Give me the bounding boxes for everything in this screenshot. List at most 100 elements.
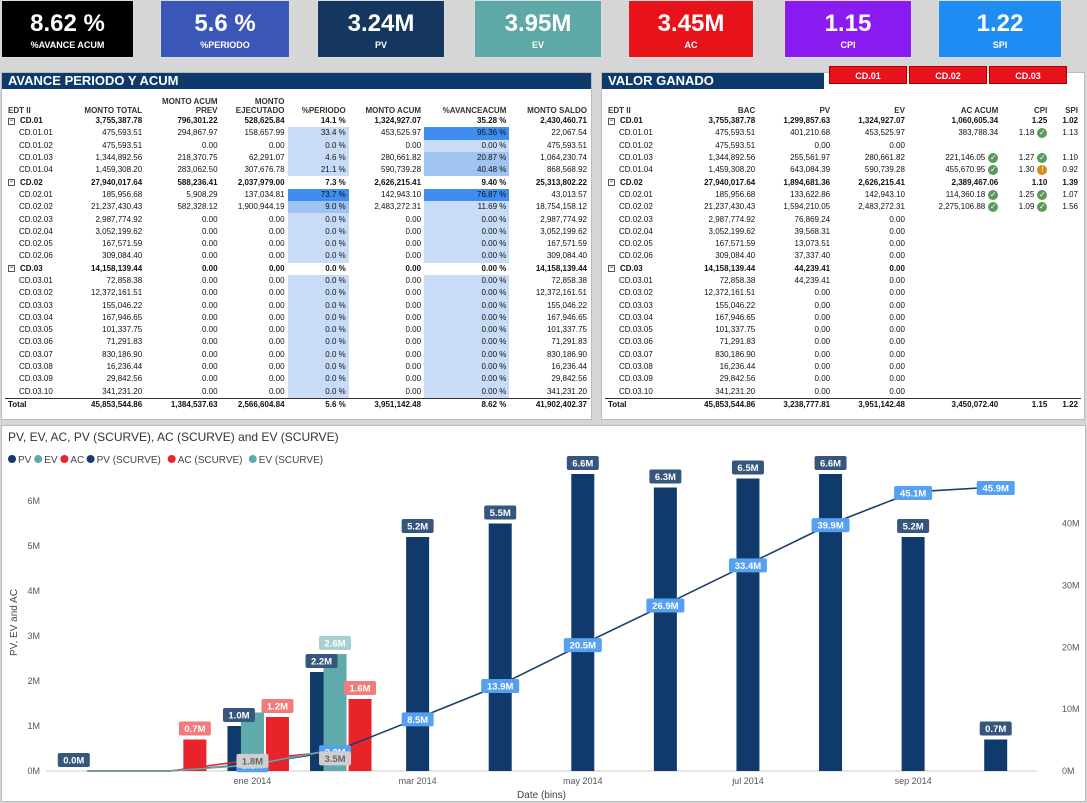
- column-header[interactable]: PV: [819, 106, 831, 115]
- column-header[interactable]: %AVANCEACUM: [442, 106, 507, 115]
- table-cell: 155,046.22: [715, 300, 756, 310]
- column-header[interactable]: BAC: [737, 106, 756, 115]
- pv-data-label-bg: [305, 654, 338, 668]
- column-header[interactable]: MONTO TOTAL: [84, 106, 143, 115]
- table-row[interactable]: CD.03.07 830,186.90 0.00 0.00: [605, 349, 1081, 361]
- total-cell: 3,951,142.48: [833, 397, 908, 411]
- table-cell: 0.00: [201, 276, 218, 285]
- table-cell: 643,084.39: [790, 165, 831, 175]
- table-row[interactable]: CD.03.01 72,858.38 0.00 0.00 0.0 % 0.00 0.00 %…: [5, 274, 590, 288]
- table-row[interactable]: CD.03.02 12,372,161.51 0.00 0.00: [605, 287, 1081, 299]
- total-cell: 1.22: [1050, 397, 1081, 411]
- table-row[interactable]: CD.02.05 167,571.59 13,073.51 0.00: [605, 238, 1081, 250]
- table-row[interactable]: CD.01.04 1,459,308.20 643,084.39 590,739.28…: [605, 164, 1081, 176]
- table-row[interactable]: CD.02.01 185,956.68 5,908.29 137,034.81 73.7…: [5, 188, 590, 202]
- table-cell: CD.03.08: [619, 362, 653, 372]
- table-row[interactable]: CD.01.04 1,459,308.20 283,062.50 307,676.78…: [5, 164, 590, 177]
- table-row[interactable]: CD.01.03 1,344,892.56 255,561.97 280,661.82…: [605, 152, 1081, 164]
- column-header[interactable]: MONTO SALDO: [527, 106, 587, 115]
- table-row[interactable]: CD.02.06 309,084.40 0.00 0.00 0.0 % 0.00 0.00 …: [5, 250, 590, 263]
- column-header[interactable]: MONTO ACUM: [365, 106, 422, 115]
- table-row[interactable]: CD.02.04 3,052,199.62 0.00 0.00 0.0 % 0.00 0.0…: [5, 225, 590, 238]
- column-header[interactable]: MONTO EJECUTADO: [235, 97, 285, 115]
- table-row[interactable]: CD.03.01 72,858.38 44,239.41 0.00: [605, 275, 1081, 287]
- column-header[interactable]: EV: [894, 106, 905, 115]
- table-cell: 0.00: [405, 276, 422, 285]
- table-row[interactable]: CD.03.04 167,946.65 0.00 0.00: [605, 312, 1081, 324]
- table-cell: 590,739.28: [864, 165, 905, 175]
- table-row[interactable]: CD.03.02 12,372,161.51 0.00 0.00 0.0 % 0.00 0.…: [5, 287, 590, 300]
- column-header[interactable]: EDT II: [608, 106, 631, 115]
- table-row[interactable]: CD.01.02 475,593.51 0.00 0.00 0.0 % 0.00 0.00 …: [5, 139, 590, 152]
- pv-scurve-label-bg: [481, 678, 520, 693]
- table-cell: [908, 140, 1001, 152]
- pv-scurve-label: 33.4M: [735, 561, 761, 572]
- table-cell: [1001, 312, 1050, 324]
- table-cell: 73.7 %: [287, 188, 349, 202]
- collapse-icon[interactable]: −: [8, 179, 15, 187]
- table-row[interactable]: CD.01.02 475,593.51 0.00 0.00: [605, 140, 1081, 152]
- filter-button-cd03[interactable]: CD.03: [989, 66, 1067, 84]
- table-row[interactable]: CD.01.01 475,593.51 401,210.68 453,525.97 38…: [605, 127, 1081, 139]
- table-row[interactable]: CD.03.07 830,186.90 0.00 0.00 0.0 % 0.00 0.00 …: [5, 348, 590, 361]
- table-cell: 830,186.90: [546, 349, 587, 359]
- column-header[interactable]: %PERIODO: [301, 106, 346, 115]
- table-cell: 401,210.68: [790, 128, 831, 138]
- collapse-icon[interactable]: −: [608, 265, 615, 273]
- table-row[interactable]: CD.03.06 71,291.83 0.00 0.00 0.0 % 0.00 0.00 %…: [5, 336, 590, 349]
- kpi-label: %PERIODO: [200, 40, 250, 50]
- filter-button-cd01[interactable]: CD.01: [829, 66, 907, 84]
- table-row[interactable]: CD.03.04 167,946.65 0.00 0.00 0.0 % 0.00 0.00 …: [5, 311, 590, 325]
- table-row[interactable]: CD.02.02 21,237,430.43 1,594,210.05 2,483,2…: [605, 201, 1081, 213]
- table-row[interactable]: CD.02.06 309,084.40 37,337.40 0.00: [605, 250, 1081, 262]
- table-row[interactable]: CD.02.05 167,571.59 0.00 0.00 0.0 % 0.00 0.00 …: [5, 237, 590, 251]
- table-row[interactable]: CD.02.03 2,987,774.92 76,869.24 0.00: [605, 213, 1081, 225]
- collapse-icon[interactable]: −: [8, 265, 15, 273]
- table-row[interactable]: CD.03.08 16,236.44 0.00 0.00 0.0 % 0.00 0.00 %…: [5, 360, 590, 374]
- table-row[interactable]: CD.02.04 3,052,199.62 39,568.31 0.00: [605, 226, 1081, 238]
- table-row[interactable]: CD.03.06 71,291.83 0.00 0.00: [605, 336, 1081, 348]
- collapse-icon[interactable]: −: [608, 117, 615, 125]
- table-row[interactable]: − CD.01 3,755,387.78 796,301.22 528,625.84 14…: [5, 115, 590, 127]
- table-row[interactable]: − CD.02 27,940,017.64 1,894,681.36 2,626,215…: [605, 176, 1081, 188]
- column-header[interactable]: SPI: [1065, 106, 1078, 115]
- collapse-icon[interactable]: −: [8, 117, 15, 125]
- table-row[interactable]: CD.01.01 475,593.51 294,867.97 158,657.99 33…: [5, 127, 590, 140]
- table-row[interactable]: CD.03.05 101,337.75 0.00 0.00: [605, 324, 1081, 336]
- pv-data-label-bg: [897, 519, 930, 533]
- column-header[interactable]: EDT II: [8, 106, 31, 115]
- pv-data-label-bg: [814, 456, 847, 470]
- table-row[interactable]: CD.03.05 101,337.75 0.00 0.00 0.0 % 0.00 0.00 …: [5, 324, 590, 337]
- table-row[interactable]: CD.03.08 16,236.44 0.00 0.00: [605, 361, 1081, 373]
- table-row[interactable]: CD.01.03 1,344,892.56 218,370.75 62,291.07 4…: [5, 151, 590, 165]
- table-row[interactable]: − CD.02 27,940,017.64 588,236.41 2,037,979.0…: [5, 176, 590, 188]
- table-cell: [908, 361, 1001, 373]
- collapse-icon[interactable]: −: [608, 179, 615, 187]
- table-row[interactable]: − CD.03 14,158,139.44 44,239.41 0.00: [605, 263, 1081, 275]
- table-row[interactable]: CD.03.09 29,842.56 0.00 0.00 0.0 % 0.00 0.00 %…: [5, 373, 590, 386]
- table-row[interactable]: CD.02.03 2,987,774.92 0.00 0.00 0.0 % 0.00 0.0…: [5, 213, 590, 226]
- table-row[interactable]: CD.03.03 155,046.22 0.00 0.00 0.0 % 0.00 0.00 …: [5, 299, 590, 312]
- table-cell: 309,084.40: [102, 251, 143, 261]
- table-row[interactable]: CD.02.02 21,237,430.43 582,328.12 1,900,944…: [5, 201, 590, 214]
- table-cell: CD.01.04: [619, 165, 653, 175]
- total-cell: 45,853,544.86: [677, 397, 759, 411]
- table-row[interactable]: − CD.01 3,755,387.78 1,299,857.63 1,324,927.…: [605, 115, 1081, 127]
- table-row[interactable]: CD.03.09 29,842.56 0.00 0.00: [605, 373, 1081, 385]
- table-row[interactable]: CD.02.01 185,956.68 133,622.86 142,943.10 11…: [605, 189, 1081, 201]
- table-cell: 0.00: [201, 325, 218, 335]
- legend-marker: [34, 455, 43, 463]
- column-header[interactable]: AC ACUM: [960, 106, 999, 115]
- column-header[interactable]: MONTO ACUM PREV: [161, 97, 218, 115]
- table-row[interactable]: − CD.03 14,158,139.44 0.00 0.00 0.0 % 0.00 0.00…: [5, 263, 590, 275]
- table-cell: 0.00: [814, 349, 831, 359]
- table-row[interactable]: CD.03.10 341,231.20 0.00 0.00: [605, 386, 1081, 399]
- scurve-chart[interactable]: PV EV AC PV (SCURVE) AC (SCURVE) EV (SCURVE) 0…: [2, 426, 1087, 803]
- filter-button-cd02[interactable]: CD.02: [909, 66, 987, 84]
- pv-data-label: 5.2M: [407, 522, 428, 533]
- column-header[interactable]: CPI: [1033, 106, 1048, 115]
- table-cell: 72,858.38: [719, 276, 756, 285]
- table-row[interactable]: CD.03.03 155,046.22 0.00 0.00: [605, 299, 1081, 311]
- table-row[interactable]: CD.03.10 341,231.20 0.00 0.00 0.0 % 0.00 0.00 …: [5, 385, 590, 399]
- table-cell: CD.03.02: [19, 288, 53, 298]
